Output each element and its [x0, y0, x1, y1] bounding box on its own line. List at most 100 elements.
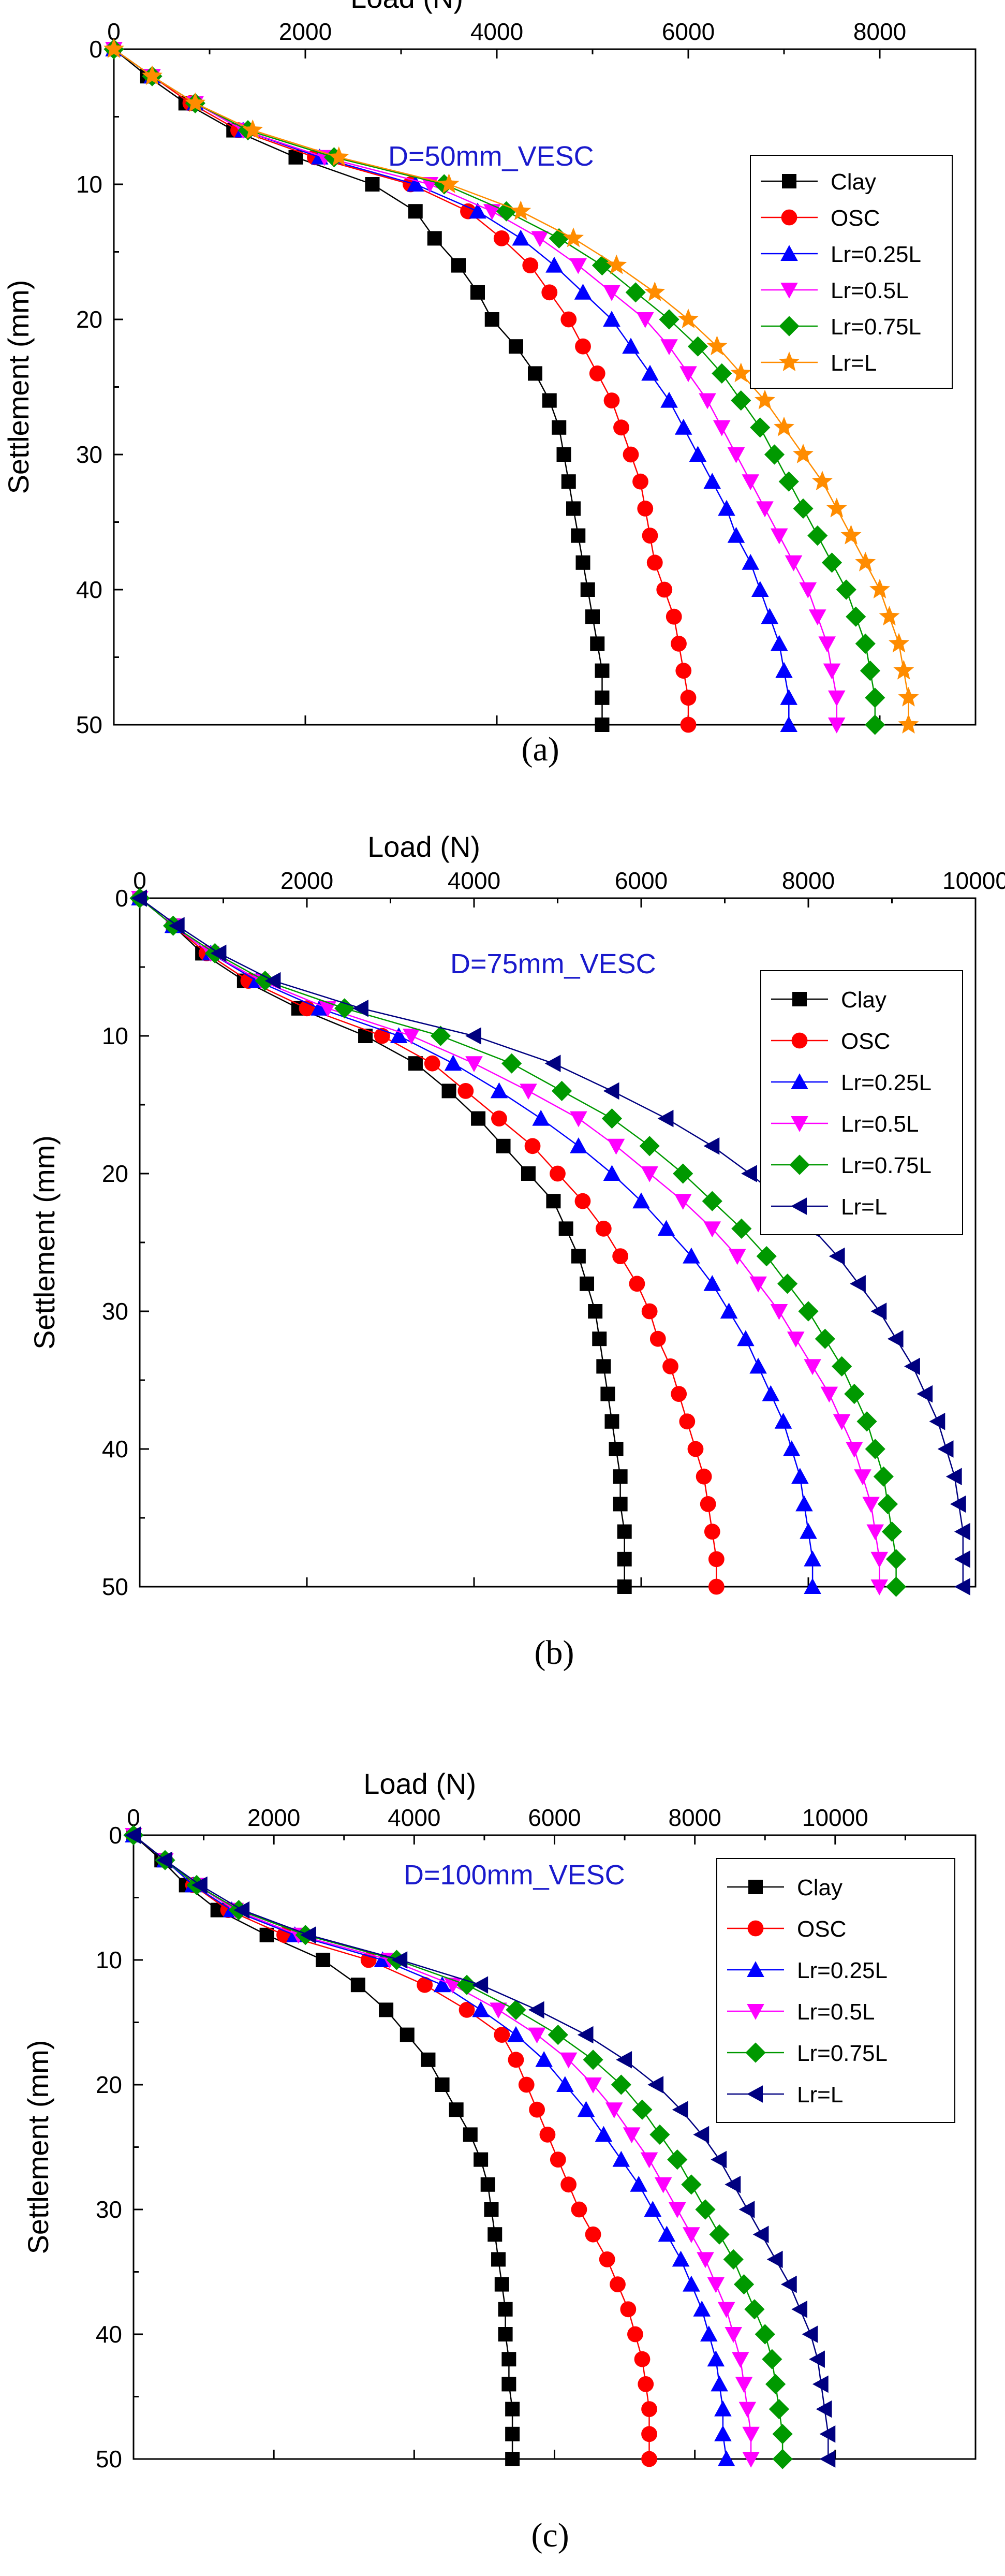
data-point — [491, 2252, 506, 2267]
data-point — [735, 2377, 753, 2393]
series-Lr=0.5L — [125, 1828, 760, 2468]
data-point — [823, 663, 841, 680]
data-point — [639, 1136, 660, 1157]
data-point — [733, 2274, 755, 2295]
data-point — [563, 227, 584, 247]
data-point — [738, 2201, 755, 2218]
data-point — [657, 1109, 674, 1128]
data-point — [622, 338, 640, 354]
data-point — [657, 1220, 675, 1236]
data-point — [683, 2227, 700, 2243]
data-point — [559, 2052, 578, 2069]
data-point — [546, 1194, 561, 1209]
legend-marker — [781, 209, 797, 226]
data-point — [718, 500, 735, 516]
x-tick-label: 8000 — [853, 18, 906, 45]
data-point — [352, 1000, 368, 1017]
x-tick-label: 10000 — [802, 1804, 868, 1831]
data-point — [727, 447, 745, 463]
data-point — [470, 285, 485, 300]
legend-label: Lr=0.75L — [841, 1153, 932, 1178]
y-tick-label: 50 — [76, 711, 102, 738]
data-point — [756, 501, 774, 518]
data-point — [441, 1084, 456, 1099]
data-point — [509, 339, 523, 354]
legend-box — [760, 970, 963, 1235]
data-point — [358, 1029, 373, 1043]
data-point — [855, 551, 876, 572]
data-point — [829, 1247, 845, 1265]
data-point — [654, 2177, 672, 2193]
data-point — [827, 690, 846, 707]
data-point — [585, 609, 600, 624]
data-point — [707, 2277, 725, 2293]
legend-marker — [747, 2004, 764, 2020]
data-point — [400, 2027, 415, 2042]
data-point — [350, 1978, 365, 1993]
legend-label: Lr=L — [797, 2082, 843, 2107]
data-point — [498, 2327, 513, 2341]
data-point — [575, 338, 591, 355]
legend: Clay OSC Lr=0.25L Lr=0.5L Lr=0.75L Lr=L — [760, 970, 963, 1235]
data-point — [505, 2452, 520, 2466]
y-axis-title: Settlement (mm) — [28, 1135, 61, 1350]
data-point — [660, 391, 678, 408]
data-point — [574, 1193, 591, 1209]
data-point — [595, 663, 610, 678]
data-point — [870, 1302, 887, 1320]
data-point — [870, 1579, 889, 1596]
legend-label: Lr=0.5L — [831, 278, 908, 303]
x-tick-label: 2000 — [247, 1804, 300, 1831]
data-point — [629, 1276, 645, 1292]
x-tick-label: 6000 — [615, 867, 668, 894]
legend-marker — [748, 1880, 763, 1894]
data-point — [641, 364, 659, 381]
data-point — [749, 1357, 767, 1374]
x-tick-label: 4000 — [388, 1804, 440, 1831]
data-point — [703, 1221, 721, 1238]
series-Lr=L — [125, 1826, 836, 2468]
y-tick-label: 10 — [96, 1946, 122, 1973]
data-point — [634, 2351, 651, 2367]
data-point — [596, 1359, 611, 1374]
data-point — [674, 1194, 692, 1210]
data-point — [603, 1082, 619, 1100]
data-point — [449, 2102, 464, 2117]
data-point — [873, 1466, 894, 1487]
data-point — [498, 2302, 513, 2317]
data-point — [104, 38, 124, 58]
data-point — [772, 2424, 793, 2445]
data-point — [662, 1358, 678, 1374]
x-tick-label: 6000 — [662, 18, 715, 45]
data-point — [430, 1026, 451, 1046]
data-point — [600, 1386, 615, 1401]
data-point — [856, 1411, 877, 1432]
data-point — [259, 1927, 274, 1942]
data-point — [612, 2150, 630, 2167]
data-point — [725, 2176, 741, 2193]
data-point — [603, 1165, 621, 1181]
data-point — [491, 1110, 507, 1127]
y-tick-label: 50 — [96, 2446, 122, 2472]
data-point — [611, 2074, 631, 2095]
diameter-annotation: D=50mm_VESC — [388, 141, 594, 172]
data-point — [474, 2152, 489, 2167]
legend-label: Lr=0.25L — [797, 1958, 888, 1983]
data-point — [484, 312, 499, 327]
data-point — [761, 608, 779, 624]
data-point — [501, 2352, 516, 2367]
data-point — [191, 1876, 208, 1894]
data-point — [765, 2374, 786, 2394]
data-point — [131, 889, 147, 907]
y-tick-label: 10 — [76, 171, 102, 198]
data-point — [242, 119, 263, 139]
data-point — [681, 2174, 702, 2195]
series-line — [139, 898, 717, 1587]
data-point — [580, 582, 595, 597]
data-point — [713, 420, 731, 436]
data-point — [522, 257, 539, 273]
y-tick-label: 30 — [102, 1298, 128, 1325]
legend-label: Lr=L — [831, 350, 877, 376]
data-point — [550, 1165, 566, 1182]
